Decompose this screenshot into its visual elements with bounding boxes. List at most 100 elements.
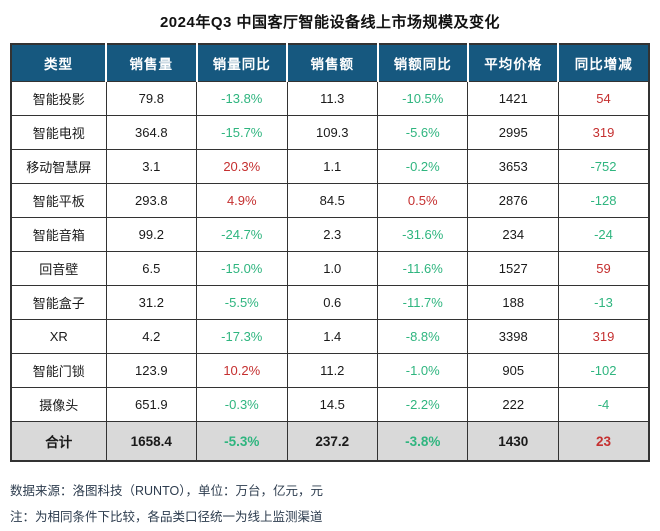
value-cell: 2995 <box>467 115 559 150</box>
value-cell: 3653 <box>467 149 559 184</box>
table-row: 智能平板 293.8 4.9% 84.5 0.5% 2876 -128 <box>10 183 650 218</box>
value-cell: 6.5 <box>105 251 198 286</box>
value-cell: -4 <box>557 387 650 422</box>
table-row: 智能电视 364.8 -15.7% 109.3 -5.6% 2995 319 <box>10 115 650 150</box>
category-cell: 移动智慧屏 <box>10 149 107 184</box>
value-cell: 99.2 <box>105 217 198 252</box>
header-row: 类型 销售量 销量同比 销售额 销额同比 平均价格 同比增减 <box>11 44 649 82</box>
value-cell: 59 <box>557 251 650 286</box>
value-cell: 0.6 <box>286 285 379 320</box>
value-cell: 905 <box>467 353 559 388</box>
value-cell: 11.3 <box>286 81 379 116</box>
value-cell: -3.8% <box>376 421 469 462</box>
value-cell: 1.0 <box>286 251 379 286</box>
value-cell: -5.6% <box>376 115 469 150</box>
value-cell: 1.4 <box>286 319 379 354</box>
header-sales-amount: 销售额 <box>286 44 378 82</box>
value-cell: 54 <box>557 81 650 116</box>
table-row: 摄像头 651.9 -0.3% 14.5 -2.2% 222 -4 <box>10 387 650 422</box>
header-avg-price: 平均价格 <box>466 44 559 82</box>
value-cell: -13.8% <box>196 81 288 116</box>
value-cell: 319 <box>557 319 650 354</box>
total-row: 合计 1658.4 -5.3% 237.2 -3.8% 1430 23 <box>10 421 650 462</box>
value-cell: -0.3% <box>196 387 288 422</box>
value-cell: 1430 <box>467 421 559 462</box>
header-type: 类型 <box>11 44 107 82</box>
value-cell: -128 <box>557 183 650 218</box>
value-cell: 2.3 <box>286 217 379 252</box>
value-cell: -24 <box>557 217 650 252</box>
category-cell: 回音壁 <box>10 251 107 286</box>
category-cell: 智能门锁 <box>10 353 107 388</box>
value-cell: -13 <box>557 285 650 320</box>
value-cell: 222 <box>467 387 559 422</box>
page-title: 2024年Q3 中国客厅智能设备线上市场规模及变化 <box>159 14 501 31</box>
value-cell: -102 <box>557 353 650 388</box>
table-row: 回音壁 6.5 -15.0% 1.0 -11.6% 1527 59 <box>10 251 650 286</box>
table-row: 智能投影 79.8 -13.8% 11.3 -10.5% 1421 54 <box>10 81 650 116</box>
value-cell: -5.5% <box>196 285 288 320</box>
value-cell: 1421 <box>467 81 559 116</box>
header-price-yoy-change: 同比增减 <box>557 44 649 82</box>
value-cell: 123.9 <box>105 353 198 388</box>
category-cell: 智能音箱 <box>10 217 107 252</box>
category-cell: 摄像头 <box>10 387 107 422</box>
value-cell: 1658.4 <box>105 421 198 462</box>
value-cell: 4.9% <box>196 183 288 218</box>
value-cell: 20.3% <box>196 149 288 184</box>
value-cell: -8.8% <box>376 319 469 354</box>
value-cell: 31.2 <box>105 285 198 320</box>
value-cell: 0.5% <box>376 183 469 218</box>
header-sales-volume: 销售量 <box>105 44 197 82</box>
value-cell: 188 <box>467 285 559 320</box>
value-cell: 11.2 <box>286 353 379 388</box>
value-cell: -752 <box>557 149 650 184</box>
table-row: 智能盒子 31.2 -5.5% 0.6 -11.7% 188 -13 <box>10 285 650 320</box>
value-cell: 651.9 <box>105 387 198 422</box>
value-cell: 3.1 <box>105 149 198 184</box>
value-cell: -15.7% <box>196 115 288 150</box>
header-amount-yoy: 销额同比 <box>376 44 468 82</box>
value-cell: 3398 <box>467 319 559 354</box>
value-cell: 293.8 <box>105 183 198 218</box>
category-cell: 智能电视 <box>10 115 107 150</box>
value-cell: 109.3 <box>286 115 379 150</box>
value-cell: -11.6% <box>376 251 469 286</box>
table-body: 智能投影 79.8 -13.8% 11.3 -10.5% 1421 54 智能电视 364.8-… <box>10 81 650 462</box>
value-cell: 319 <box>557 115 650 150</box>
table-row: 智能门锁 123.9 10.2% 11.2 -1.0% 905 -102 <box>10 353 650 388</box>
value-cell: -11.7% <box>376 285 469 320</box>
table-header: 类型 销售量 销量同比 销售额 销额同比 平均价格 同比增减 <box>11 44 649 82</box>
value-cell: -17.3% <box>196 319 288 354</box>
category-cell: XR <box>10 319 107 354</box>
table-row: 智能音箱 99.2 -24.7% 2.3 -31.6% 234 -24 <box>10 217 650 252</box>
header-volume-yoy: 销量同比 <box>195 44 288 82</box>
value-cell: 1.1 <box>286 149 379 184</box>
value-cell: -31.6% <box>376 217 469 252</box>
category-cell: 智能投影 <box>10 81 107 116</box>
value-cell: 234 <box>467 217 559 252</box>
value-cell: 84.5 <box>286 183 379 218</box>
methodology-note: 注：为相同条件下比较，各品类口径统一为线上监测渠道 <box>10 510 323 525</box>
value-cell: -10.5% <box>376 81 469 116</box>
value-cell: 14.5 <box>286 387 379 422</box>
value-cell: 23 <box>557 421 650 462</box>
value-cell: -24.7% <box>196 217 288 252</box>
table-row: XR 4.2 -17.3% 1.4 -8.8% 3398 319 <box>10 319 650 354</box>
table-row: 移动智慧屏 3.1 20.3% 1.1 -0.2% 3653 -752 <box>10 149 650 184</box>
value-cell: -0.2% <box>376 149 469 184</box>
value-cell: 1527 <box>467 251 559 286</box>
category-cell: 智能盒子 <box>10 285 107 320</box>
category-cell: 智能平板 <box>10 183 107 218</box>
value-cell: 237.2 <box>286 421 379 462</box>
value-cell: -15.0% <box>196 251 288 286</box>
value-cell: -1.0% <box>376 353 469 388</box>
value-cell: -5.3% <box>196 421 288 462</box>
table-footer: 数据来源：洛图科技（RUNTO），单位：万台，亿元，元 注：为相同条件下比较，各… <box>10 478 660 531</box>
market-table: 类型 销售量 销量同比 销售额 销额同比 平均价格 同比增减 智能投影 79.8-… <box>10 43 650 462</box>
value-cell: 4.2 <box>105 319 198 354</box>
category-cell: 合计 <box>10 421 107 462</box>
value-cell: 79.8 <box>105 81 198 116</box>
value-cell: 10.2% <box>196 353 288 388</box>
